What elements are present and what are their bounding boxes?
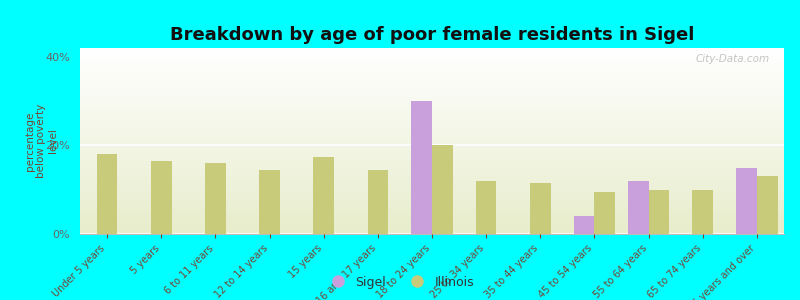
Bar — [574, 216, 594, 234]
Bar — [205, 163, 226, 234]
Title: Breakdown by age of poor female residents in Sigel: Breakdown by age of poor female resident… — [170, 26, 694, 44]
Bar — [757, 176, 778, 234]
Bar — [411, 101, 432, 234]
Bar — [314, 157, 334, 234]
Bar — [736, 168, 757, 234]
Bar — [367, 170, 388, 234]
Bar — [628, 181, 649, 234]
Legend: Sigel, Illinois: Sigel, Illinois — [321, 271, 479, 294]
Bar — [259, 170, 280, 234]
Bar — [476, 181, 497, 234]
Bar — [649, 190, 669, 234]
Text: City-Data.com: City-Data.com — [696, 54, 770, 64]
Bar — [693, 190, 713, 234]
Bar — [530, 183, 550, 234]
Y-axis label: percentage
below poverty
level: percentage below poverty level — [25, 104, 58, 178]
Bar — [151, 161, 171, 234]
Bar — [432, 146, 453, 234]
Bar — [97, 154, 118, 234]
Bar — [594, 192, 615, 234]
